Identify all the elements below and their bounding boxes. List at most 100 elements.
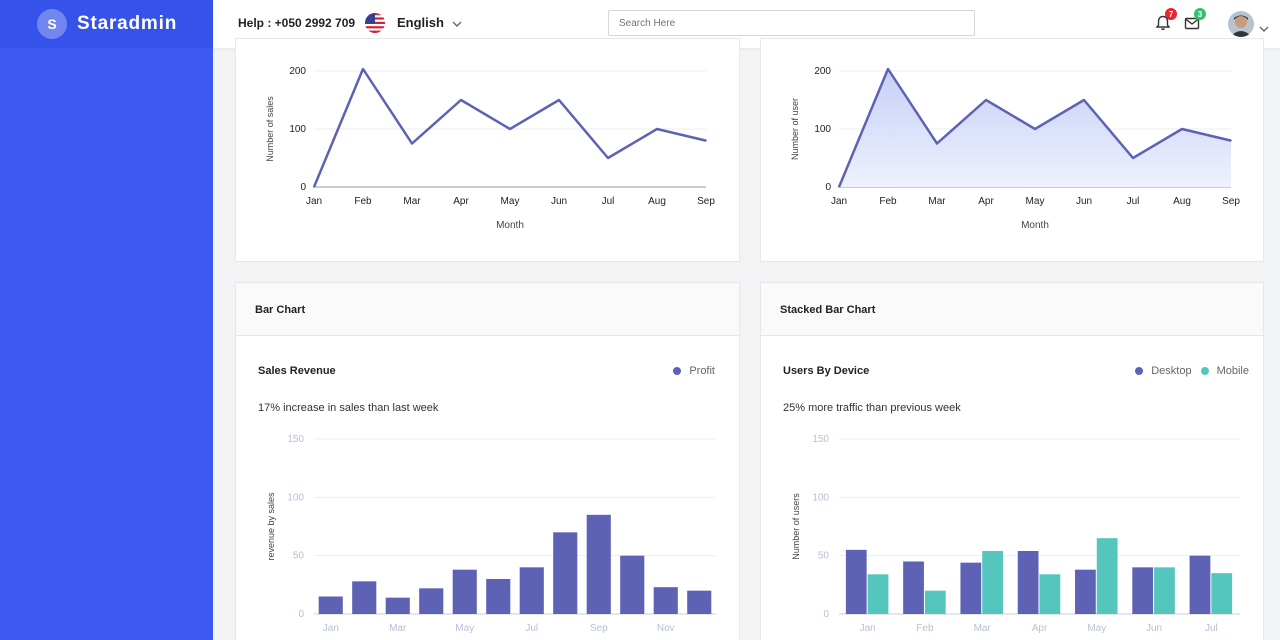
x-axis-label: Month <box>496 220 524 231</box>
data-point <box>1132 157 1134 159</box>
data-point <box>838 186 840 188</box>
bar <box>1154 567 1175 614</box>
legend-label: Mobile <box>1216 365 1249 377</box>
bar <box>982 551 1003 614</box>
sales-bar-chart: 0 50 100 150 revenue by sales Jan Mar May Jul Sep… <box>266 434 716 634</box>
brand-logo: S <box>37 9 67 39</box>
brand[interactable]: S Staradmin <box>0 0 213 48</box>
notifications-button[interactable]: 7 <box>1154 8 1177 32</box>
x-tick-label: Jun <box>1146 623 1162 634</box>
notifications-badge: 7 <box>1165 8 1177 20</box>
x-tick-label: May <box>1087 623 1106 634</box>
bar <box>553 532 578 614</box>
bar <box>960 562 982 614</box>
x-tick-label: Jul <box>1205 623 1218 634</box>
bar <box>1017 551 1039 614</box>
x-tick-label: Jan <box>306 196 322 207</box>
y-axis-label: Number of sales <box>265 96 275 162</box>
chevron-down-icon[interactable] <box>1259 19 1269 37</box>
x-tick-label: Mar <box>928 196 946 207</box>
data-point <box>460 99 462 101</box>
us-flag-icon <box>365 13 385 33</box>
help-phone: Help : +050 2992 709 <box>238 16 356 30</box>
bar <box>586 514 611 614</box>
x-tick-label: Apr <box>453 196 469 207</box>
mail-icon <box>1184 17 1200 30</box>
x-tick-label: Jun <box>551 196 567 207</box>
y-tick-label: 0 <box>825 182 831 193</box>
bar <box>903 561 924 614</box>
sales-line-chart: 0 100 200 Number of sales Jan Feb Mar Apr May Jun… <box>265 66 715 231</box>
data-point <box>985 99 987 101</box>
card-subtitle: 17% increase in sales than last week <box>258 402 439 414</box>
brand-name: Staradmin <box>77 13 178 34</box>
data-point <box>705 139 707 142</box>
data-point <box>1181 128 1183 130</box>
bar <box>519 567 544 614</box>
data-point <box>1230 139 1232 142</box>
card-title: Sales Revenue <box>258 365 336 377</box>
area-fill <box>839 69 1231 187</box>
language-selector[interactable]: English <box>397 15 462 30</box>
bar <box>1132 567 1154 614</box>
y-tick-label: 150 <box>812 434 829 445</box>
data-point <box>936 142 938 145</box>
data-point <box>1034 128 1036 130</box>
data-point <box>656 128 658 130</box>
data-point <box>411 142 413 145</box>
y-tick-label: 200 <box>289 66 306 77</box>
y-tick-label: 100 <box>812 492 829 503</box>
legend-dot <box>673 367 682 375</box>
bar <box>1096 538 1118 614</box>
legend-item-desktop: Desktop <box>1135 365 1192 377</box>
x-tick-label: Feb <box>879 196 897 207</box>
search-input[interactable] <box>608 10 975 36</box>
x-tick-label: Sep <box>590 623 608 634</box>
card-header: Bar Chart <box>236 283 739 336</box>
y-axis-label: revenue by sales <box>266 492 276 561</box>
data-point <box>1083 99 1085 101</box>
legend-label: Profit <box>689 365 715 377</box>
card-subtitle: 25% more traffic than previous week <box>783 402 961 414</box>
y-tick-label: 50 <box>818 551 830 562</box>
chart-legend: Profit <box>664 365 715 377</box>
legend-item-profit: Profit <box>673 365 715 377</box>
y-tick-label: 0 <box>300 182 306 193</box>
x-tick-label: Apr <box>978 196 994 207</box>
bar <box>1211 573 1233 614</box>
bar <box>385 597 410 614</box>
card-header: Stacked Bar Chart <box>761 283 1263 336</box>
messages-button[interactable]: 3 <box>1183 8 1206 32</box>
data-point <box>509 128 511 130</box>
bar <box>452 569 477 614</box>
y-axis-label: Number of users <box>791 493 801 560</box>
data-point <box>558 99 560 101</box>
chart-legend: Desktop Mobile <box>1126 365 1249 377</box>
data-point <box>607 157 609 159</box>
x-axis-label: Month <box>1021 220 1049 231</box>
bar <box>1189 555 1211 614</box>
bar <box>653 587 678 614</box>
x-tick-label: Mar <box>974 623 992 634</box>
messages-badge: 3 <box>1194 8 1206 20</box>
legend-dot <box>1135 367 1144 375</box>
x-tick-label: Jan <box>860 623 876 634</box>
y-tick-label: 150 <box>287 434 304 445</box>
legend-dot <box>1200 367 1209 375</box>
bar-chart-card: Bar Chart Sales Revenue Profit 17% incre… <box>235 282 740 640</box>
x-tick-label: Aug <box>648 196 666 207</box>
y-tick-label: 0 <box>823 609 829 620</box>
x-tick-label: May <box>455 623 474 634</box>
chevron-down-icon <box>452 15 462 30</box>
user-avatar[interactable] <box>1228 11 1254 37</box>
x-tick-label: Jun <box>1076 196 1092 207</box>
legend-label: Desktop <box>1151 365 1192 377</box>
users-device-bar-chart: 0 50 100 150 Number of users Jan Feb Mar Apr May J… <box>791 434 1240 634</box>
bar <box>620 555 645 614</box>
bar <box>867 574 889 614</box>
x-tick-label: Aug <box>1173 196 1191 207</box>
x-tick-label: Mar <box>403 196 421 207</box>
x-tick-label: Feb <box>354 196 372 207</box>
x-tick-label: Jul <box>602 196 615 207</box>
x-tick-label: Jan <box>831 196 847 207</box>
